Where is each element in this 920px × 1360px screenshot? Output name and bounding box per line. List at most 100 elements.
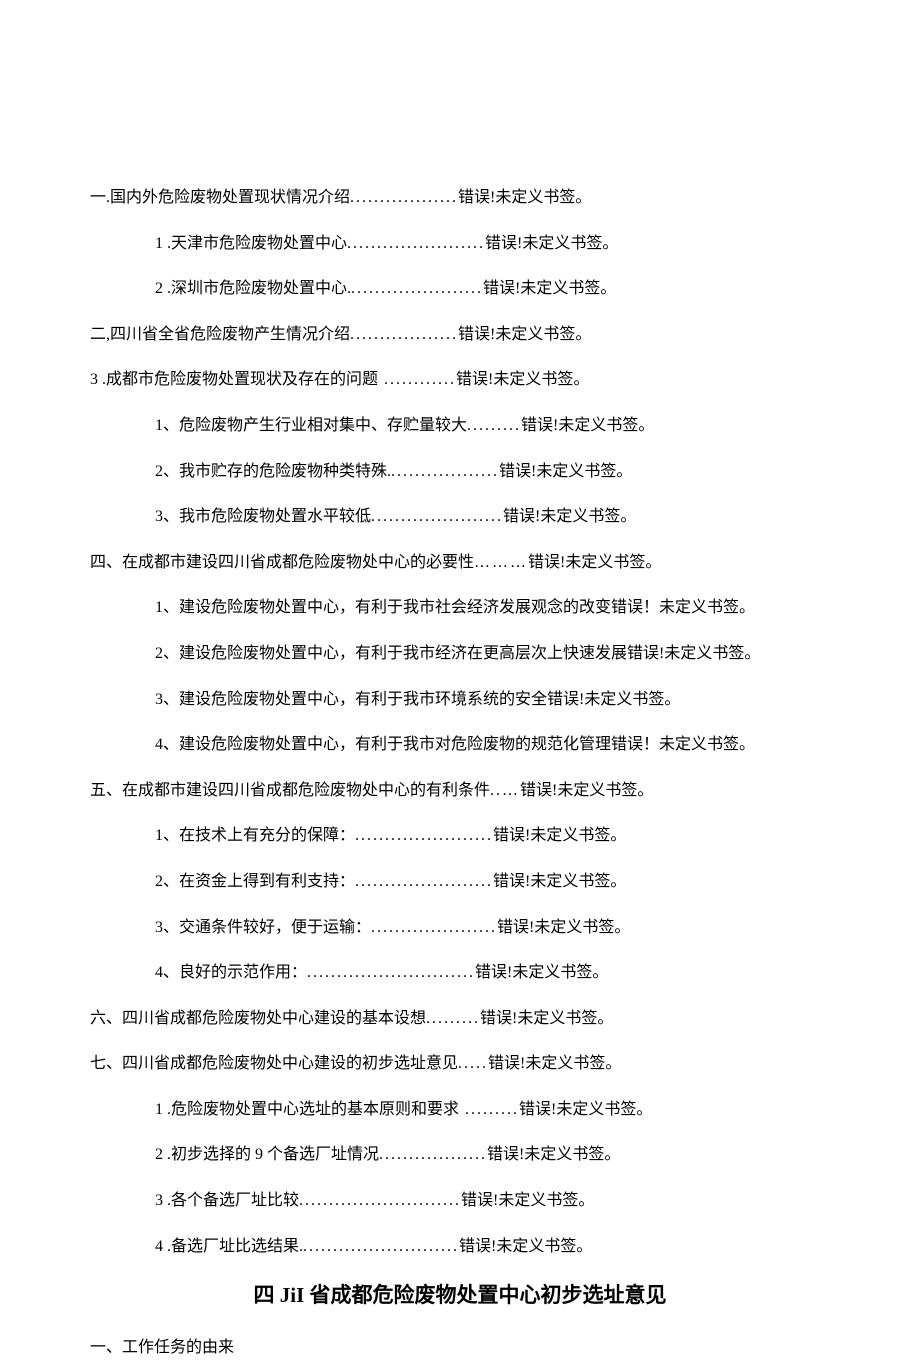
- toc-text: 建设危险废物处置中心，有利于我市环境系统的安全: [179, 691, 547, 708]
- section-heading: 一、工作任务的由来: [90, 1335, 830, 1360]
- toc-error-text: 错误!未定义书签。: [480, 1010, 613, 1027]
- toc-error-text: 错误!未定义书签。: [483, 280, 616, 297]
- toc-entry: 1、危险废物产生行业相对集中、存贮量较大.........错误!未定义书签。: [155, 413, 830, 439]
- toc-prefix: 四、: [90, 554, 122, 571]
- toc-prefix: 2: [155, 280, 163, 297]
- toc-entry: 4 .备选厂址比选结果...........................错误…: [155, 1234, 830, 1260]
- toc-leader-dots: ............................: [307, 964, 475, 981]
- toc-text: 我市贮存的危险废物种类特殊.: [179, 463, 391, 480]
- toc-prefix: 2、: [155, 463, 179, 480]
- toc-leader-dots: ...........................: [299, 1192, 461, 1209]
- toc-text: 在技术上有充分的保障：: [179, 827, 355, 844]
- toc-leader-dots: ..…: [490, 782, 520, 799]
- toc-leader-dots: ..........................: [303, 1238, 459, 1255]
- toc-container: 一.国内外危险废物处置现状情况介绍..................错误!未定…: [90, 185, 830, 1259]
- toc-prefix: 六、: [90, 1010, 122, 1027]
- toc-text: 在资金上得到有利支持：: [179, 873, 355, 890]
- toc-prefix: 2、: [155, 873, 179, 890]
- toc-entry: 3 .成都市危险废物处置现状及存在的问题 ............错误!未定义书…: [90, 367, 830, 393]
- toc-leader-dots: .......................: [347, 235, 485, 252]
- toc-entry: 二,四川省全省危险废物产生情况介绍..................错误!未定…: [90, 322, 830, 348]
- toc-error-text: 错误!未定义书签。: [528, 554, 661, 571]
- toc-text: 四川省成都危险废物处中心建设的初步选址意见: [122, 1055, 458, 1072]
- toc-error-text: 错误!未定义书签。: [547, 691, 680, 708]
- toc-error-text: 错误!未定义书签。: [503, 508, 636, 525]
- toc-entry: 一.国内外危险废物处置现状情况介绍..................错误!未定…: [90, 185, 830, 211]
- toc-leader-dots: ......................: [351, 280, 483, 297]
- toc-error-text: 错误!未定义书签。: [493, 827, 626, 844]
- toc-text: 四川省成都危险废物处中心建设的基本设想: [122, 1010, 426, 1027]
- toc-error-text: 错误!未定义书签。: [520, 782, 653, 799]
- toc-prefix: 五、: [90, 782, 122, 799]
- toc-text: 建设危险废物处置中心，有利于我市社会经济发展观念的改变: [179, 599, 611, 616]
- toc-prefix: 4: [155, 1238, 163, 1255]
- toc-prefix: 1、: [155, 417, 179, 434]
- toc-leader-dots: .......................: [355, 873, 493, 890]
- toc-text: 在成都市建设四川省成都危险废物处中心的有利条件: [122, 782, 490, 799]
- toc-entry: 1、在技术上有充分的保障：.......................错误!未…: [155, 823, 830, 849]
- toc-text: 四川省全省危险废物产生情况介绍: [110, 326, 350, 343]
- toc-prefix: 七、: [90, 1055, 122, 1072]
- toc-entry: 3、我市危险废物处置水平较低......................错误!未…: [155, 504, 830, 530]
- toc-text: 建设危险废物处置中心，有利于我市经济在更高层次上快速发展: [179, 645, 627, 662]
- toc-entry: 2、我市贮存的危险废物种类特殊...................错误!未定义…: [155, 459, 830, 485]
- toc-text: .初步选择的 9 个备选厂址情况: [163, 1146, 379, 1163]
- toc-text: 国内外危险废物处置现状情况介绍: [110, 189, 350, 206]
- toc-prefix: 1、: [155, 827, 179, 844]
- toc-prefix: 一.: [90, 189, 110, 206]
- toc-leader-dots: ..................: [350, 189, 458, 206]
- toc-entry: 3、建设危险废物处置中心，有利于我市环境系统的安全错误!未定义书签。: [155, 687, 830, 713]
- toc-entry: 2 .初步选择的 9 个备选厂址情况..................错误!未…: [155, 1142, 830, 1168]
- toc-leader-dots: .........: [426, 1010, 480, 1027]
- toc-error-text: 错误!未定义书签。: [487, 1146, 620, 1163]
- toc-text: .备选厂址比选结果.: [163, 1238, 303, 1255]
- toc-entry: 1 .天津市危险废物处置中心.......................错误!…: [155, 231, 830, 257]
- toc-leader-dots: .......................: [355, 827, 493, 844]
- toc-prefix: 2、: [155, 645, 179, 662]
- toc-error-text: 错误!未定义书签。: [475, 964, 608, 981]
- toc-prefix: 4、: [155, 736, 179, 753]
- toc-text: .各个备选厂址比较: [163, 1192, 299, 1209]
- document-title: 四 JiI 省成都危险废物处置中心初步选址意见: [90, 1279, 830, 1313]
- toc-error-text: 错误!未定义书签。: [458, 189, 591, 206]
- toc-error-text: 错误!未定义书签。: [456, 371, 589, 388]
- toc-text: 交通条件较好，便于运输：: [179, 919, 371, 936]
- toc-prefix: 3、: [155, 508, 179, 525]
- toc-entry: 1 .危险废物处置中心选址的基本原则和要求 .........错误!未定义书签。: [155, 1097, 830, 1123]
- toc-prefix: 1、: [155, 599, 179, 616]
- toc-entry: 2 .深圳市危险废物处置中心.......................错误!…: [155, 276, 830, 302]
- toc-text: .危险废物处置中心选址的基本原则和要求: [163, 1101, 459, 1118]
- toc-error-text: 错误!未定义书签。: [519, 1101, 652, 1118]
- toc-leader-dots: ..................: [391, 463, 499, 480]
- toc-error-text: 错误!未定义书签。: [627, 645, 760, 662]
- toc-prefix: 2: [155, 1146, 163, 1163]
- toc-leader-dots: ..................: [379, 1146, 487, 1163]
- toc-text: 危险废物产生行业相对集中、存贮量较大: [179, 417, 467, 434]
- toc-prefix: 二,: [90, 326, 110, 343]
- toc-prefix: 3、: [155, 691, 179, 708]
- toc-leader-dots: ......................: [371, 508, 503, 525]
- toc-entry: 4、良好的示范作用：............................错误…: [155, 960, 830, 986]
- toc-entry: 七、四川省成都危险废物处中心建设的初步选址意见.....错误!未定义书签。: [90, 1051, 830, 1077]
- toc-prefix: 1: [155, 235, 163, 252]
- toc-text: 在成都市建设四川省成都危险废物处中心的必要性: [122, 554, 474, 571]
- toc-leader-dots: .....................: [371, 919, 497, 936]
- toc-entry: 2、在资金上得到有利支持：.......................错误!未…: [155, 869, 830, 895]
- toc-entry: 3 .各个备选厂址比较...........................错误…: [155, 1188, 830, 1214]
- toc-leader-dots: .........: [467, 417, 521, 434]
- toc-error-text: 错误!未定义书签。: [521, 417, 654, 434]
- toc-error-text: 错误!未定义书签。: [497, 919, 630, 936]
- toc-error-text: 错误！未定义书签。: [611, 736, 755, 753]
- toc-entry: 四、在成都市建设四川省成都危险废物处中心的必要性………错误!未定义书签。: [90, 550, 830, 576]
- toc-error-text: 错误！未定义书签。: [611, 599, 755, 616]
- toc-text: .天津市危险废物处置中心: [163, 235, 347, 252]
- toc-text: 我市危险废物处置水平较低: [179, 508, 371, 525]
- toc-error-text: 错误!未定义书签。: [459, 1238, 592, 1255]
- toc-error-text: 错误!未定义书签。: [499, 463, 632, 480]
- toc-leader-dots: ..................: [350, 326, 458, 343]
- toc-text: 良好的示范作用：: [179, 964, 307, 981]
- toc-text: .深圳市危险废物处置中心.: [163, 280, 351, 297]
- toc-entry: 4、建设危险废物处置中心，有利于我市对危险废物的规范化管理错误！未定义书签。: [155, 732, 830, 758]
- toc-prefix: 4、: [155, 964, 179, 981]
- toc-entry: 1、建设危险废物处置中心，有利于我市社会经济发展观念的改变错误！未定义书签。: [155, 595, 830, 621]
